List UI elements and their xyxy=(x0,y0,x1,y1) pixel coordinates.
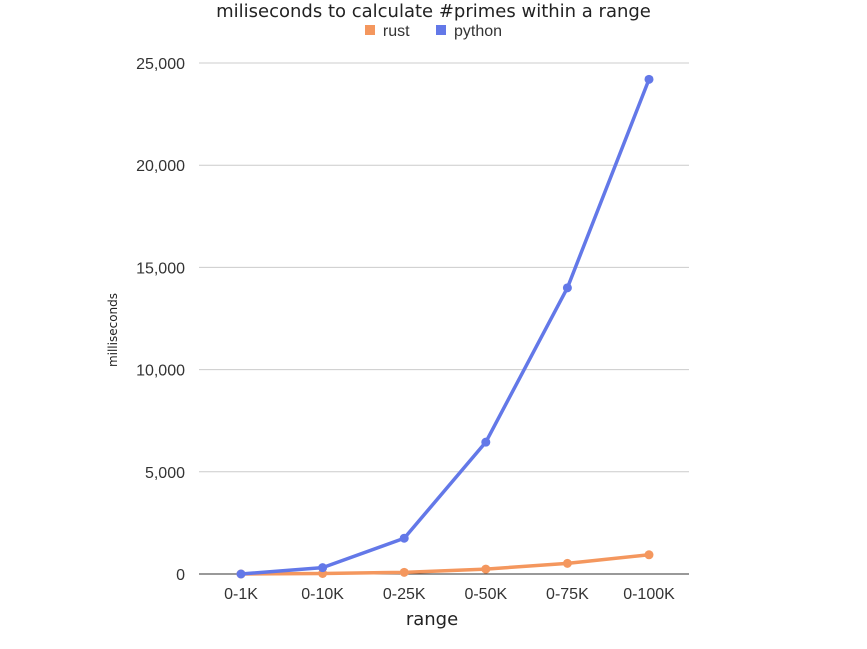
data-point-python[interactable] xyxy=(399,533,409,543)
x-tick-label: 0-50K xyxy=(464,586,507,603)
data-point-rust[interactable] xyxy=(644,550,654,560)
data-point-python[interactable] xyxy=(318,563,328,573)
legend-label-python: python xyxy=(454,23,503,40)
legend-swatch-python xyxy=(436,25,447,35)
x-axis-label: range xyxy=(406,609,458,630)
legend-swatch-rust xyxy=(364,25,375,35)
legend-item-python[interactable]: python xyxy=(436,23,502,41)
data-point-python[interactable] xyxy=(481,437,491,447)
data-point-python[interactable] xyxy=(236,569,246,579)
series-group xyxy=(236,74,654,579)
y-tick-label: 5,000 xyxy=(145,465,185,482)
legend-item-rust[interactable]: rust xyxy=(364,23,410,41)
x-tick-label: 0-100K xyxy=(623,586,675,603)
y-tick-label: 0 xyxy=(176,567,185,584)
legend-label-rust: rust xyxy=(382,23,410,40)
y-tick-label: 10,000 xyxy=(136,363,185,380)
y-axis-label: milliseconds xyxy=(106,293,120,367)
data-point-python[interactable] xyxy=(562,283,572,293)
y-axis-ticks: 0 5,000 10,000 15,000 20,000 25,000 xyxy=(136,56,185,584)
series-line-rust xyxy=(239,553,651,576)
x-axis-ticks: 0-1K 0-10K 0-25K 0-50K 0-75K 0-100K xyxy=(224,586,675,603)
gridlines xyxy=(199,62,689,575)
x-tick-label: 0-75K xyxy=(546,586,589,603)
data-point-rust[interactable] xyxy=(562,558,572,568)
y-tick-label: 20,000 xyxy=(136,158,185,175)
x-tick-label: 0-10K xyxy=(301,586,344,603)
y-tick-label: 25,000 xyxy=(136,56,185,73)
data-point-rust[interactable] xyxy=(481,564,491,574)
series-line-python xyxy=(239,77,651,576)
data-point-rust[interactable] xyxy=(399,567,409,577)
legend: rust python xyxy=(0,23,867,41)
y-tick-label: 15,000 xyxy=(136,260,185,277)
x-tick-label: 0-25K xyxy=(383,586,426,603)
x-tick-label: 0-1K xyxy=(224,586,258,603)
data-point-python[interactable] xyxy=(644,74,654,84)
chart-title: miliseconds to calculate #primes within … xyxy=(216,1,651,22)
